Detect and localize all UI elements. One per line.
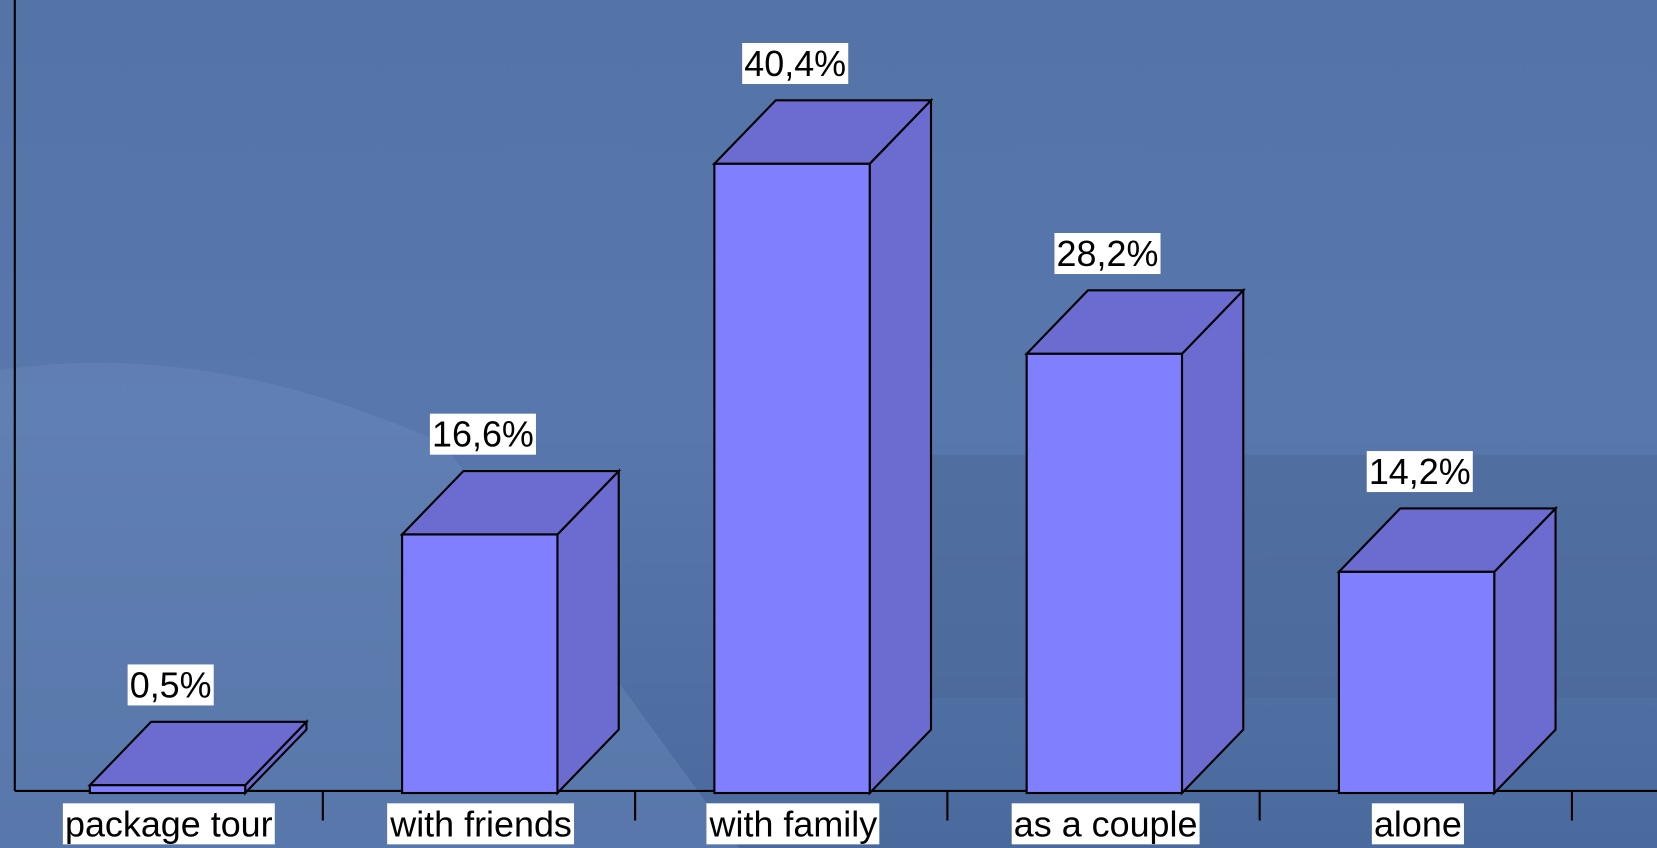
bar	[401, 533, 559, 795]
value-label: 40,4%	[744, 43, 846, 84]
value-label: 16,6%	[432, 414, 534, 455]
bar-side	[1180, 287, 1245, 796]
x-tick-label: with friends	[389, 803, 572, 844]
bar-side	[868, 97, 933, 796]
x-tick-label: package tour	[65, 803, 273, 844]
value-label: 28,2%	[1057, 233, 1159, 274]
label-box	[742, 42, 849, 85]
value-label: 14,2%	[1369, 451, 1471, 492]
label-box	[1371, 803, 1464, 845]
x-tick-label: with family	[709, 803, 878, 844]
bar	[713, 162, 871, 795]
bar	[88, 784, 247, 795]
x-tick-label: as a couple	[1014, 803, 1198, 844]
label-box	[387, 803, 575, 845]
x-tick-label: alone	[1374, 803, 1462, 844]
label-box	[429, 413, 536, 455]
label-box	[62, 803, 275, 845]
label-box	[1011, 803, 1200, 845]
bar	[1337, 570, 1496, 795]
bar	[1025, 352, 1184, 795]
value-label: 0,5%	[130, 664, 212, 705]
label-box	[706, 803, 880, 845]
label-box	[127, 664, 214, 706]
label-box	[1054, 233, 1161, 275]
label-box	[1366, 451, 1473, 493]
